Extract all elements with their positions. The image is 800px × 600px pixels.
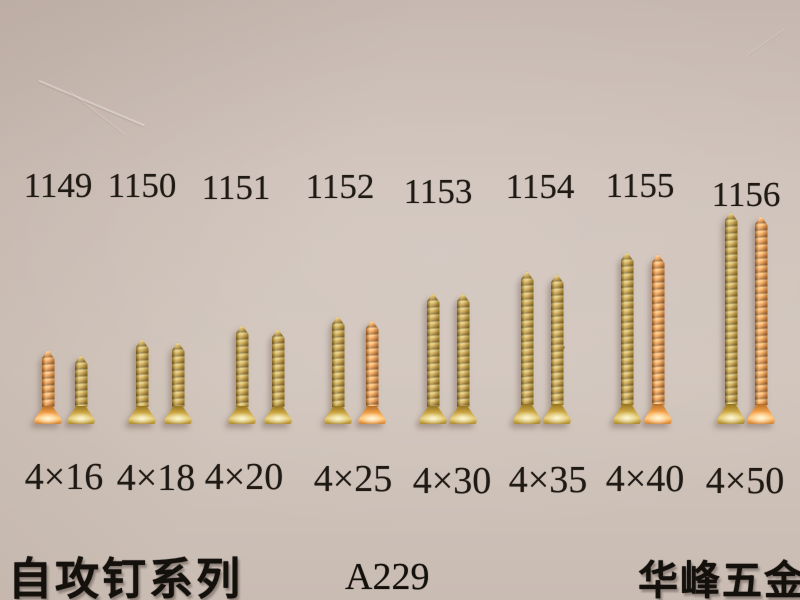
screw-pair-1153: [419, 293, 477, 424]
product-code-label: 1156: [711, 175, 781, 214]
screw-threads: [456, 293, 470, 407]
product-size-label: 4×40: [605, 458, 685, 500]
product-size-label: 4×18: [116, 457, 196, 499]
screw-head: [358, 406, 386, 424]
screw: [419, 293, 447, 424]
screw-pair-1154: [513, 271, 571, 424]
screw-head: [613, 404, 641, 424]
screw-threads: [271, 329, 285, 407]
screw-head: [543, 404, 571, 424]
screw-head: [67, 406, 95, 424]
screw-threads: [41, 350, 55, 407]
screw-threads: [331, 316, 345, 407]
screw: [164, 342, 192, 424]
screw-head: [164, 406, 192, 424]
screw-head: [513, 404, 541, 424]
screw: [228, 325, 256, 424]
screw-pair-1151: [228, 325, 292, 424]
product-size-label: 4×20: [204, 456, 284, 498]
brand-name: 华峰五金: [638, 559, 800, 600]
screw-head: [324, 406, 352, 424]
scratch-mark: [69, 90, 125, 135]
product-size-label: 4×50: [705, 460, 785, 502]
screw-threads: [754, 216, 768, 405]
screw-pair-1155: [613, 252, 672, 424]
screw: [128, 339, 156, 424]
screw-head: [264, 406, 292, 424]
product-code-label: 1149: [23, 166, 93, 205]
screw: [717, 212, 745, 424]
screw-head: [747, 404, 775, 424]
screw-threads: [426, 293, 440, 407]
screw-pair-1150: [128, 339, 192, 424]
screw: [613, 252, 641, 424]
screw-pair-1152: [324, 316, 386, 424]
screw: [67, 355, 95, 424]
screw-threads: [135, 339, 149, 407]
screw-head: [419, 406, 447, 424]
screw-threads: [520, 271, 534, 405]
screw: [324, 316, 352, 424]
screw: [543, 274, 571, 424]
screw-head: [644, 404, 672, 424]
screw: [747, 216, 775, 424]
scratch-mark: [38, 79, 145, 127]
screw-head: [449, 406, 477, 424]
product-code-label: 1155: [605, 166, 675, 205]
product-code-label: 1152: [305, 167, 375, 206]
screw: [644, 254, 672, 424]
product-code-label: 1150: [107, 166, 177, 205]
product-code-label: 1153: [403, 172, 473, 211]
product-size-label: 4×30: [412, 460, 492, 502]
screw-threads: [620, 252, 634, 405]
product-size-label: 4×16: [24, 456, 104, 498]
screw-threads: [74, 355, 88, 407]
screw-head: [228, 406, 256, 424]
screw-threads: [724, 212, 738, 405]
screw: [358, 320, 386, 424]
screw-head: [34, 406, 62, 424]
product-size-label: 4×25: [313, 458, 393, 500]
screw-threads: [235, 325, 249, 407]
screw: [513, 271, 541, 424]
plate-code: A229: [345, 556, 430, 598]
screw-threads: [171, 342, 185, 407]
screw: [34, 350, 62, 424]
scratch-mark: [745, 28, 785, 57]
screw-threads: [651, 254, 665, 405]
screw-pair-1149: [34, 350, 95, 424]
screw: [264, 329, 292, 424]
screw-threads: [550, 274, 564, 405]
screw-head: [128, 406, 156, 424]
screw-head: [717, 404, 745, 424]
product-code-label: 1151: [201, 168, 271, 207]
screw-threads: [365, 320, 379, 407]
product-code-label: 1154: [505, 167, 575, 206]
screw-pair-1156: [717, 212, 775, 424]
screw: [449, 293, 477, 424]
series-title: 自攻钉系列: [8, 555, 243, 600]
product-size-label: 4×35: [508, 459, 588, 501]
